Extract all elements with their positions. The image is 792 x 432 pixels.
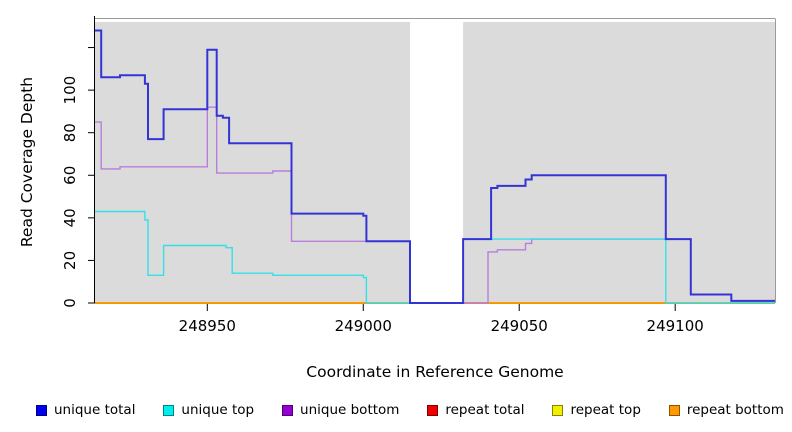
legend-label-unique-total: unique total xyxy=(54,402,136,418)
legend-swatch-repeat-top xyxy=(552,404,564,416)
y-tick-label: 20 xyxy=(61,251,79,270)
coverage-gap-region xyxy=(410,19,464,305)
y-tick-label: 0 xyxy=(61,298,79,308)
x-tick-label: 249050 xyxy=(491,317,548,335)
legend-label-unique-top: unique top xyxy=(181,402,255,418)
legend-label-repeat-top: repeat top xyxy=(570,402,641,418)
legend-swatch-unique-bottom xyxy=(282,404,294,416)
legend-item-repeat-top: repeat top xyxy=(552,402,641,418)
legend-item-repeat-bottom: repeat bottom xyxy=(668,402,784,418)
legend-label-repeat-bottom: repeat bottom xyxy=(686,402,784,418)
plot-area: 248950 249000 249050 249100 0 20 40 60 80 100 xyxy=(61,16,776,335)
y-axis-label: Read Coverage Depth xyxy=(18,76,36,248)
legend-item-unique-top: unique top xyxy=(163,402,254,418)
y-tick-label: 40 xyxy=(61,208,79,227)
legend-swatch-unique-top xyxy=(163,404,175,416)
x-tick-label: 249000 xyxy=(335,317,392,335)
legend-item-unique-bottom: unique bottom xyxy=(282,402,399,418)
x-axis-label: Coordinate in Reference Genome xyxy=(306,363,564,381)
x-tick-label: 249100 xyxy=(647,317,704,335)
series-unique-total xyxy=(95,29,775,304)
y-tick-label: 100 xyxy=(61,76,79,105)
legend-label-repeat-total: repeat total xyxy=(445,402,525,418)
y-tick-label: 80 xyxy=(61,123,79,142)
y-tick-label: 60 xyxy=(61,166,79,185)
legend-swatch-repeat-total xyxy=(427,404,439,416)
legend-item-repeat-total: repeat total xyxy=(427,402,525,418)
legend-swatch-unique-total xyxy=(36,404,47,416)
legend-swatch-repeat-bottom xyxy=(668,404,680,416)
legend-item-unique-total: unique total xyxy=(36,402,135,418)
legend-label-unique-bottom: unique bottom xyxy=(300,402,400,418)
x-tick-label: 248950 xyxy=(179,317,236,335)
legend: unique total unique top unique bottom repea… xyxy=(36,402,784,418)
